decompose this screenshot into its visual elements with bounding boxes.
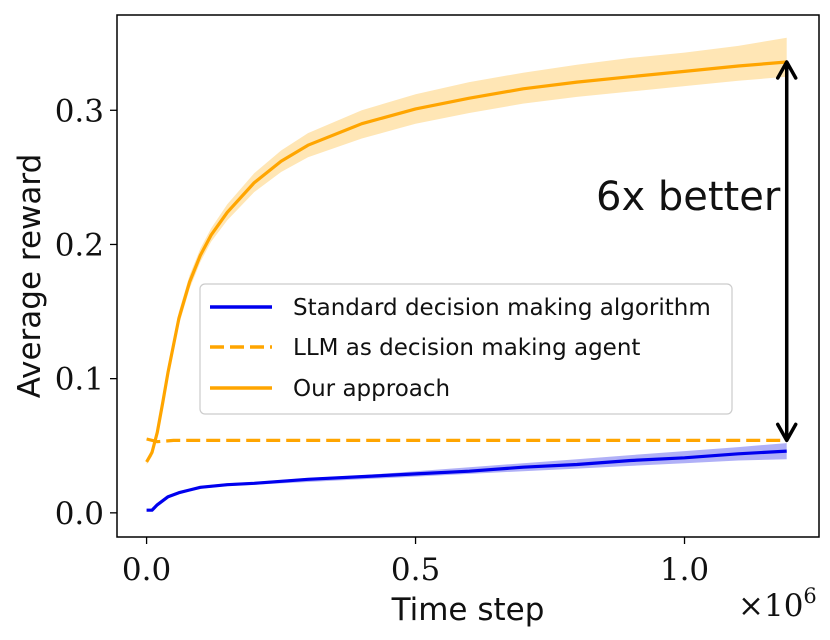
x-tick-label: 1.0 (660, 552, 709, 588)
annotation-text: 6x better (596, 174, 781, 220)
line-llm (146, 437, 787, 444)
x-axis-label: Time step (391, 592, 545, 628)
x-tick-label: 0.5 (391, 552, 440, 588)
x-multiplier-base: ×10 (738, 588, 803, 624)
x-multiplier-exponent: 6 (803, 584, 816, 608)
line-ours (145, 60, 787, 463)
y-axis-label: Average reward (12, 154, 48, 399)
legend-label-llm: LLM as decision making agent (293, 335, 640, 361)
y-tick-label: 0.0 (55, 496, 104, 532)
legend-box (199, 283, 733, 415)
annotation-arrow-head-top (775, 60, 798, 80)
y-tick-label: 0.3 (55, 93, 104, 129)
x-tick-label: 0.0 (122, 552, 171, 588)
legend: Standard decision making algorithm LLM a… (199, 283, 733, 415)
improvement-annotation (775, 60, 798, 443)
legend-label-ours: Our approach (293, 376, 450, 402)
legend-label-standard: Standard decision making algorithm (293, 295, 711, 321)
band-standard (146, 443, 787, 512)
line-standard (146, 449, 787, 512)
y-tick-label: 0.2 (55, 227, 104, 263)
axes-frame (116, 14, 820, 538)
axis-ticks: 0.0 0.5 1.0 0.0 0.1 0.2 0.3 (55, 93, 709, 588)
x-multiplier: ×106 (738, 584, 817, 624)
y-tick-label: 0.1 (55, 362, 104, 398)
series-lines (145, 60, 787, 512)
annotation-arrow-head-bottom (775, 422, 798, 443)
